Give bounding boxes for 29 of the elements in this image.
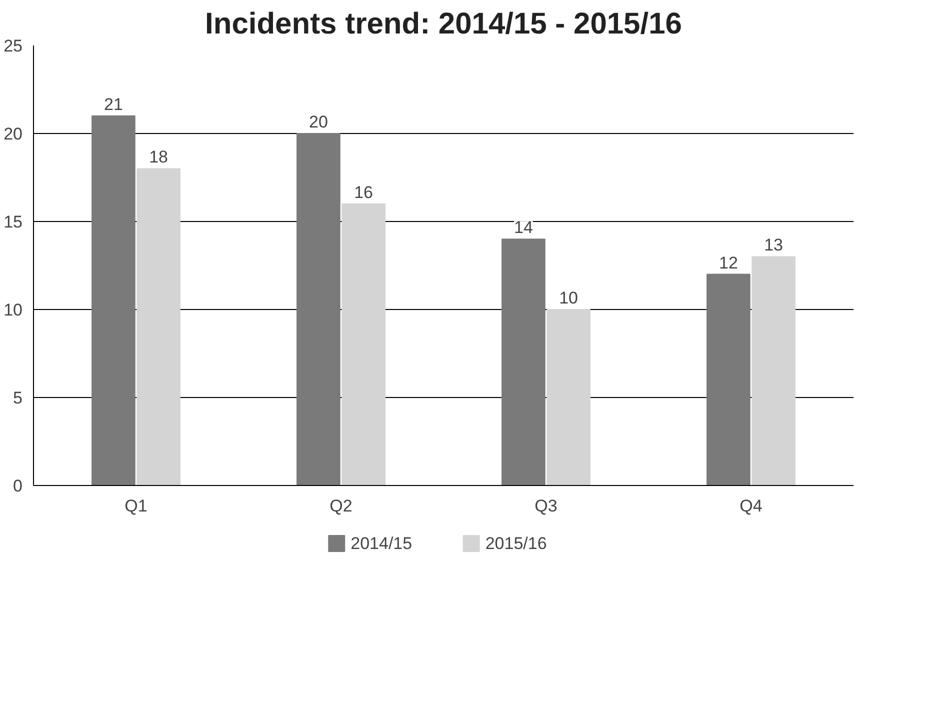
x-tick-label: Q3 — [534, 496, 558, 516]
data-label: 16 — [354, 182, 374, 202]
chart-title: Incidents trend: 2014/15 - 2015/16 — [205, 8, 682, 40]
data-label: 12 — [718, 253, 738, 272]
bar — [706, 274, 750, 486]
data-label: 20 — [308, 112, 328, 132]
legend-label: 2015/16 — [485, 534, 547, 553]
data-label: 21 — [104, 94, 123, 114]
x-tick-label: Q1 — [124, 496, 148, 516]
y-tick-label: 20 — [4, 124, 23, 144]
y-tick-label: 25 — [4, 36, 23, 56]
bar — [342, 203, 386, 486]
y-tick-label: 0 — [13, 476, 23, 496]
data-label: 10 — [559, 288, 578, 308]
bar — [296, 133, 340, 486]
data-label: 13 — [764, 236, 784, 255]
x-tick-label: Q2 — [330, 496, 352, 516]
y-tick-label: 10 — [4, 300, 23, 320]
y-tick-label: 5 — [13, 388, 23, 408]
bar — [92, 115, 136, 486]
bar — [546, 309, 590, 486]
data-label: 14 — [514, 218, 533, 238]
bar — [136, 168, 180, 486]
bar — [502, 238, 546, 486]
bar — [752, 256, 796, 486]
y-tick-label: 15 — [4, 212, 23, 232]
x-tick-label: Q4 — [740, 496, 762, 516]
data-label: 18 — [149, 148, 168, 167]
legend-label: 2014/15 — [350, 534, 412, 553]
